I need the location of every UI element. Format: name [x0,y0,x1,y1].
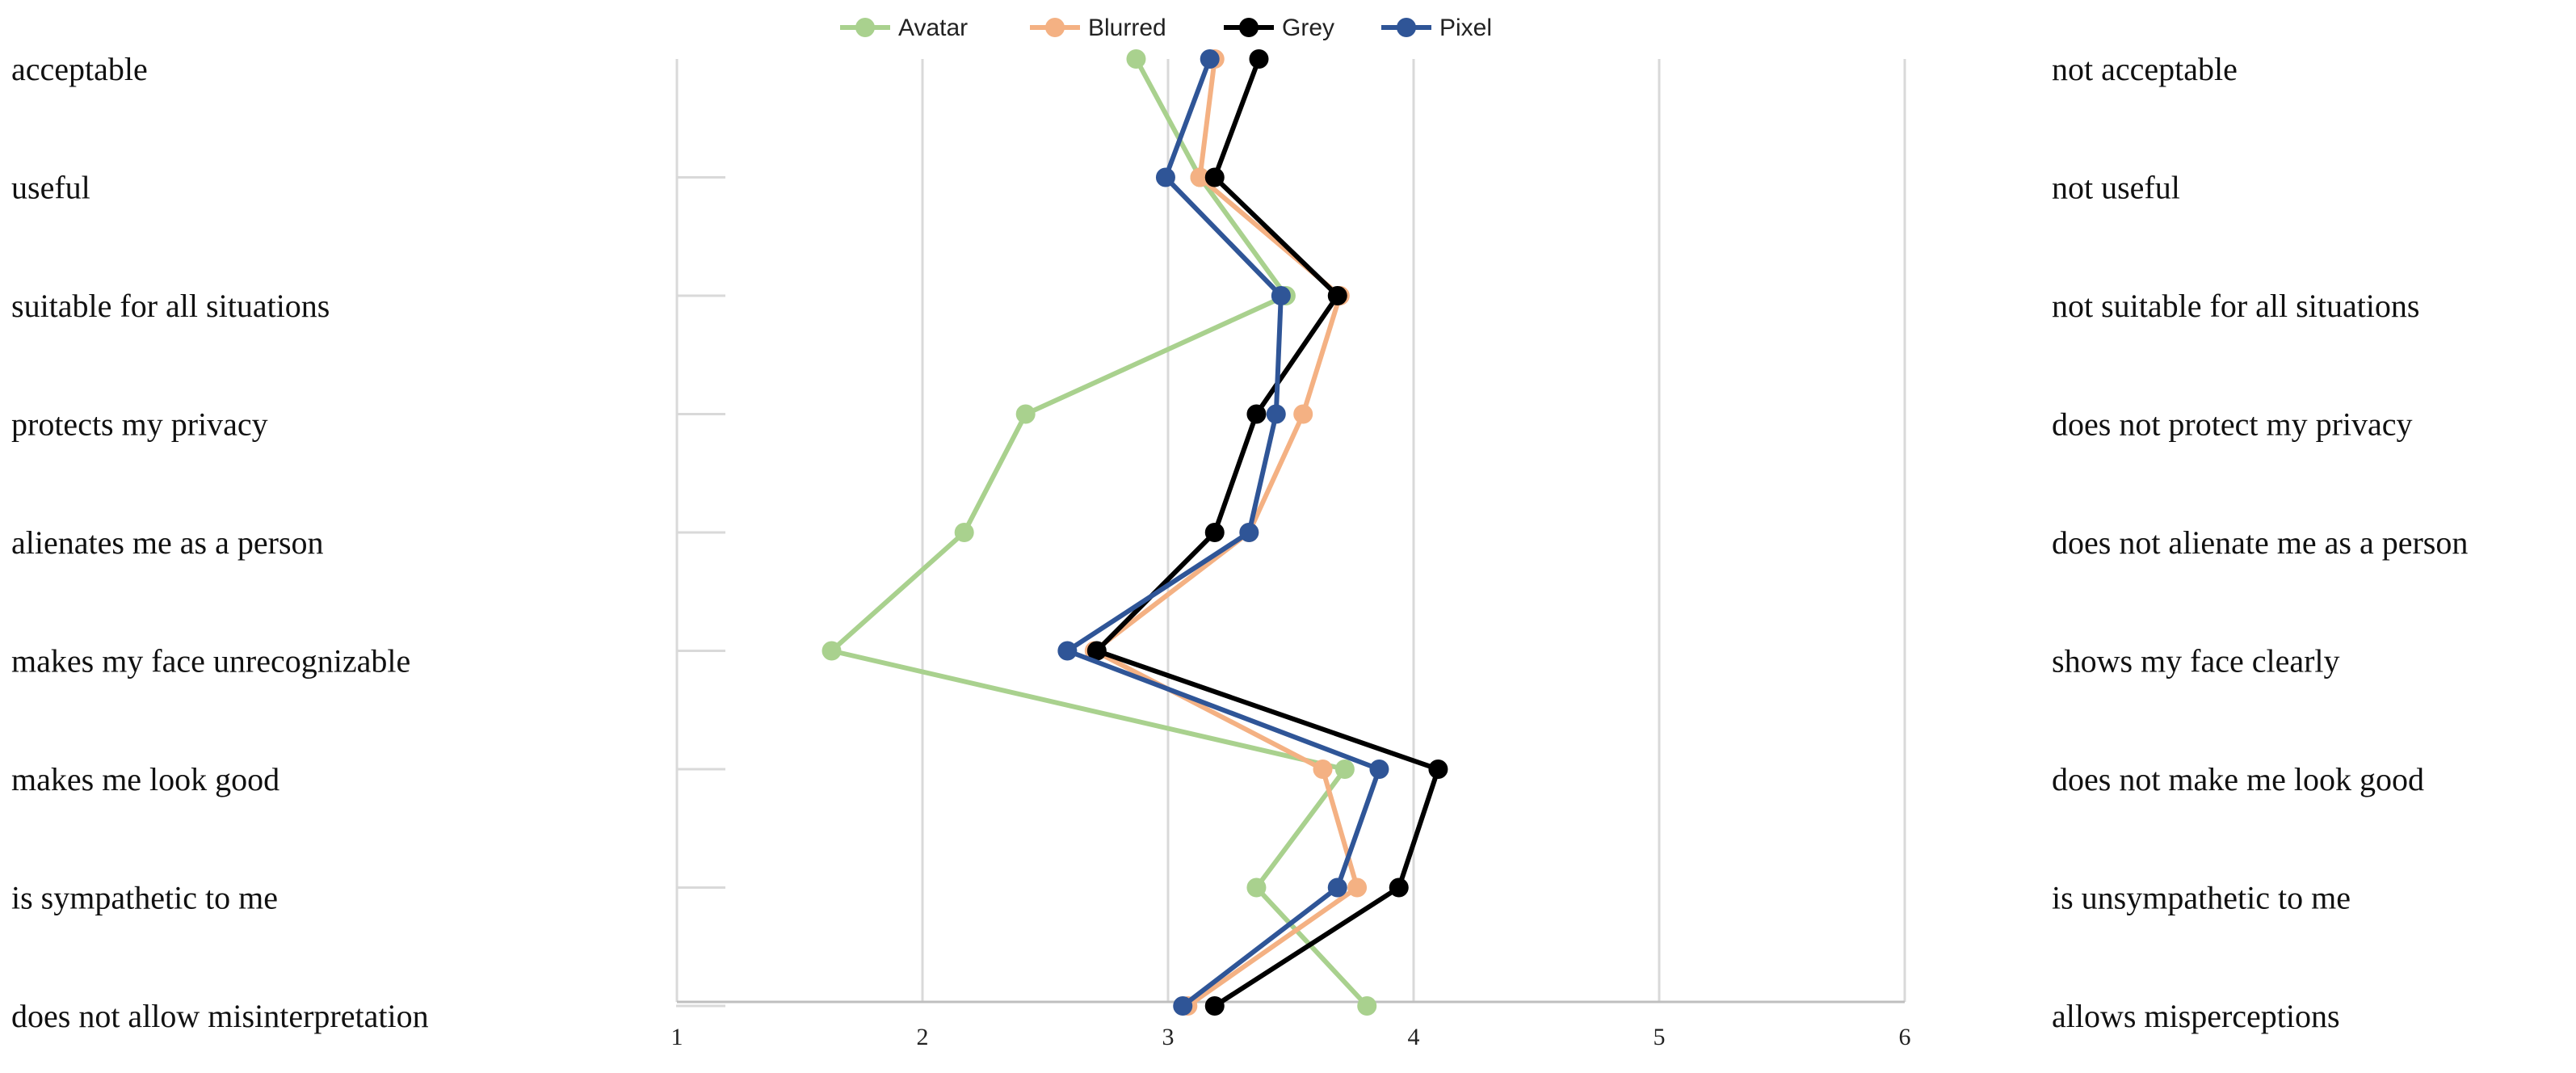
data-point [1057,641,1078,661]
data-point [1357,996,1377,1016]
data-point [1155,167,1175,187]
series-line [1094,57,1441,1008]
data-point [1126,49,1146,69]
legend-label: Pixel [1439,15,1492,41]
legend-item-grey: Grey [1224,15,1334,41]
left-label: alienates me as a person [11,524,324,561]
data-point [1327,286,1347,305]
data-point [1327,877,1347,898]
series-avatar [822,49,1377,1016]
series-line [829,57,1369,1008]
data-point [1204,167,1225,187]
data-point [1190,167,1210,187]
right-labels: not acceptable not useful not suitable for… [2052,51,2468,1034]
left-label: suitable for all situations [11,288,330,324]
left-label: does not allow misinterpretation [11,998,429,1034]
series-line [1091,58,1360,1008]
legend: Avatar Blurred Grey Pixel [840,15,1492,41]
left-label: is sympathetic to me [11,880,278,916]
right-label: does not protect my privacy [2052,406,2413,443]
data-point [1086,641,1107,661]
data-point [1200,49,1220,69]
right-label: is unsympathetic to me [2052,880,2351,916]
data-point [1204,523,1225,542]
legend-item-pixel: Pixel [1381,15,1492,41]
legend-marker [1397,18,1416,37]
series-grey [1086,49,1448,1016]
data-point [1428,760,1448,779]
data-point [1334,760,1355,779]
legend-marker [855,18,875,37]
right-label: allows misperceptions [2052,998,2340,1034]
x-tick-label: 3 [1162,1024,1175,1050]
data-point [1246,877,1267,898]
right-label: does not alienate me as a person [2052,524,2468,561]
legend-marker [1045,18,1065,37]
left-label: makes me look good [11,761,279,797]
data-point [1015,404,1036,424]
x-tick-label: 4 [1408,1024,1420,1050]
data-point [1293,404,1313,424]
left-label: protects my privacy [11,406,268,443]
legend-label: Grey [1282,15,1334,41]
data-point [954,523,974,542]
right-label: does not make me look good [2052,761,2424,797]
x-tick-label: 1 [671,1024,683,1050]
right-label: not useful [2052,170,2180,206]
data-point [1389,877,1409,898]
left-labels: acceptable useful suitable for all situati… [11,51,429,1034]
x-tick-label: 2 [917,1024,929,1050]
series-blurred [1084,49,1368,1016]
data-point [1266,404,1286,424]
left-label: useful [11,170,90,206]
right-label: not acceptable [2052,51,2238,87]
series-lines [822,49,1448,1016]
right-label: not suitable for all situations [2052,288,2420,324]
legend-label: Blurred [1088,15,1166,41]
data-point [1239,523,1259,542]
legend-label: Avatar [898,15,968,41]
x-axis-ticks: 1 2 3 4 5 6 [671,1024,1911,1050]
data-point [1246,404,1267,424]
data-point [822,641,842,661]
legend-item-blurred: Blurred [1030,15,1166,41]
data-point [1369,760,1389,779]
x-tick-label: 5 [1654,1024,1666,1050]
legend-item-avatar: Avatar [840,15,968,41]
data-point [1173,996,1193,1016]
data-point [1347,877,1368,898]
left-label: acceptable [11,51,148,87]
series-pixel [1057,49,1389,1016]
data-point [1271,286,1291,305]
right-label: shows my face clearly [2052,643,2340,680]
x-tick-label: 6 [1899,1024,1911,1050]
legend-marker [1239,18,1259,37]
gridlines [675,59,1906,1008]
data-point [1313,760,1333,779]
data-point [1204,996,1225,1016]
data-point [1249,49,1269,69]
left-label: makes my face unrecognizable [11,643,410,680]
